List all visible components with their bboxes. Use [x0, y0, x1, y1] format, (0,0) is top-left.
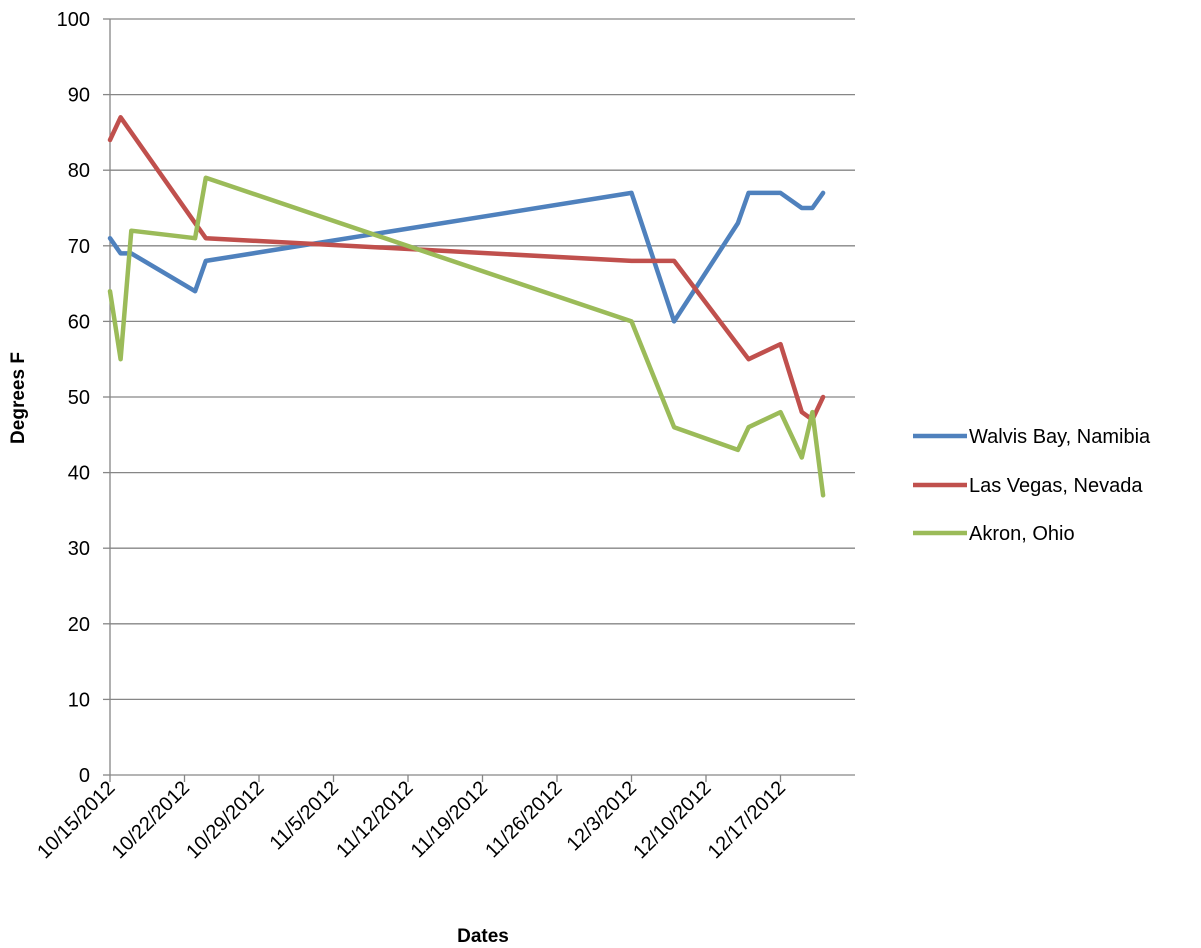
legend: Walvis Bay, Namibia Las Vegas, Nevada Akro… — [913, 426, 1151, 545]
y-tick-label: 90 — [68, 85, 90, 107]
x-tick-label: 11/12/2012 — [332, 777, 417, 862]
y-axis-ticks: 0 10 20 30 40 50 60 70 80 90 100 — [57, 9, 110, 787]
series-lines — [107, 115, 826, 498]
y-tick-label: 40 — [68, 463, 90, 485]
y-tick-label: 100 — [57, 9, 90, 31]
legend-label-0: Walvis Bay, Namibia — [969, 426, 1151, 448]
legend-label-1: Las Vegas, Nevada — [969, 475, 1143, 497]
x-axis-ticks: 10/15/201210/22/201210/29/201211/5/20121… — [33, 775, 790, 863]
y-tick-label: 60 — [68, 311, 90, 333]
x-tick-label: 12/17/2012 — [704, 777, 790, 863]
legend-label-2: Akron, Ohio — [969, 523, 1075, 545]
y-tick-label: 20 — [68, 614, 90, 636]
x-tick-label: 12/3/2012 — [563, 777, 641, 855]
y-tick-label: 50 — [68, 387, 90, 409]
y-tick-label: 80 — [68, 160, 90, 182]
x-tick-label: 12/10/2012 — [629, 777, 715, 863]
y-tick-label: 10 — [68, 689, 90, 711]
y-tick-label: 30 — [68, 538, 90, 560]
gridlines — [110, 18, 855, 701]
x-tick-label: 11/26/2012 — [481, 777, 566, 862]
series-line-0 — [107, 190, 826, 324]
x-tick-label: 10/29/2012 — [182, 777, 268, 863]
x-tick-label: 11/5/2012 — [266, 777, 343, 854]
x-tick-label: 10/15/2012 — [33, 777, 119, 863]
series-line-2 — [107, 175, 826, 498]
series-line-1 — [107, 115, 826, 422]
x-tick-label: 11/19/2012 — [407, 777, 492, 862]
y-tick-label: 0 — [79, 765, 90, 787]
y-axis-title: Degrees F — [8, 352, 29, 444]
x-axis-title: Dates — [457, 926, 509, 947]
x-tick-label: 10/22/2012 — [108, 777, 194, 863]
y-tick-label: 70 — [68, 236, 90, 258]
